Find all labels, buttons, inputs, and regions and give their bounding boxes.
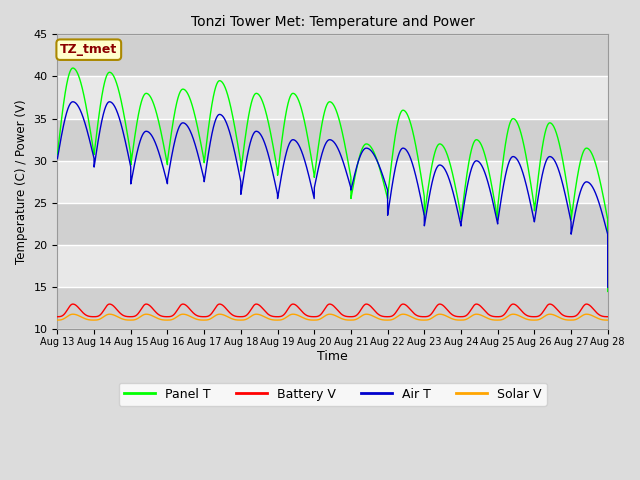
Bar: [58, 287, 608, 329]
Text: TZ_tmet: TZ_tmet: [60, 43, 117, 56]
Bar: [58, 119, 608, 161]
X-axis label: Time: Time: [317, 350, 348, 363]
Title: Tonzi Tower Met: Temperature and Power: Tonzi Tower Met: Temperature and Power: [191, 15, 474, 29]
Bar: [58, 245, 608, 287]
Bar: [58, 35, 608, 76]
Y-axis label: Temperature (C) / Power (V): Temperature (C) / Power (V): [15, 99, 28, 264]
Bar: [58, 203, 608, 245]
Bar: [58, 76, 608, 119]
Bar: [58, 161, 608, 203]
Legend: Panel T, Battery V, Air T, Solar V: Panel T, Battery V, Air T, Solar V: [118, 383, 547, 406]
